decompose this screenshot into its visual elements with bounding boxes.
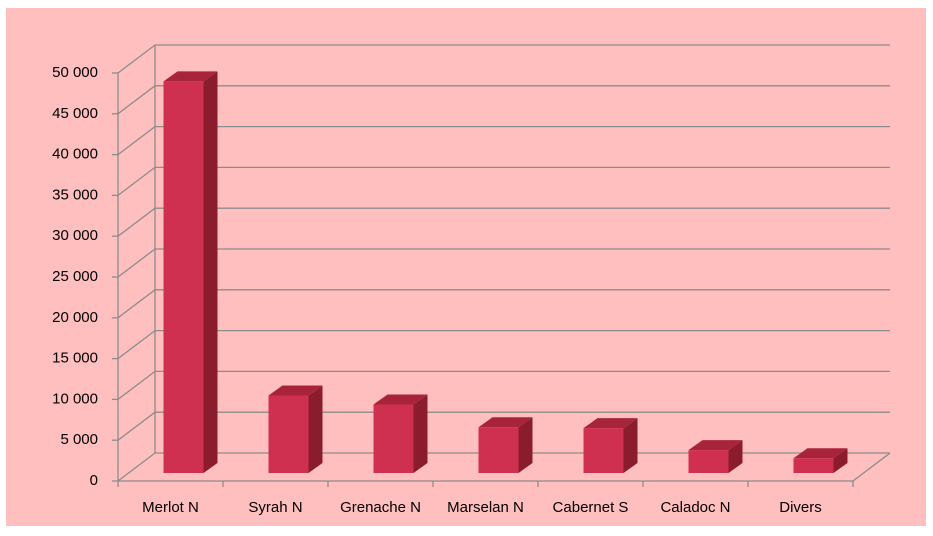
chart-background: [6, 8, 926, 526]
y-tick-label: 10 000: [52, 390, 98, 407]
grid-line-side: [117, 411, 156, 441]
bar-top: [373, 394, 428, 405]
bar-top: [163, 71, 218, 82]
x-tick-label: Syrah N: [248, 499, 302, 516]
grid-line-side: [117, 85, 156, 115]
bar-top: [793, 448, 848, 459]
bar-top: [268, 385, 323, 396]
bar-side: [518, 417, 533, 473]
x-tick-label: Cabernet S: [553, 499, 629, 516]
bar: [163, 71, 218, 473]
y-tick-label: 50 000: [52, 64, 98, 81]
y-tick-label: 5 000: [60, 431, 98, 448]
y-tick-label: 15 000: [52, 350, 98, 367]
bar: [268, 385, 323, 473]
bar-front: [268, 395, 309, 473]
y-tick-label: 0: [90, 472, 98, 489]
grid-line-side: [117, 44, 156, 74]
bar-side: [413, 394, 428, 473]
bar: [583, 418, 638, 473]
bar: [793, 448, 848, 473]
grid-line-side: [117, 452, 156, 482]
bar: [688, 440, 743, 473]
bar-side: [308, 385, 323, 473]
x-tick-label: Merlot N: [142, 499, 199, 516]
bar: [373, 394, 428, 473]
bar-front: [163, 81, 204, 473]
x-tick-label: Caladoc N: [660, 499, 730, 516]
bar-front: [793, 458, 834, 473]
x-tick-label: Divers: [779, 499, 822, 516]
y-tick-label: 40 000: [52, 146, 98, 163]
floor-right: [852, 452, 891, 482]
grid-line-side: [117, 166, 156, 196]
y-tick-label: 35 000: [52, 186, 98, 203]
bar-side: [833, 448, 848, 473]
bar-front: [478, 427, 519, 473]
bar-front: [688, 450, 729, 473]
bar-front: [373, 404, 414, 473]
grid-line-side: [117, 330, 156, 360]
grid-line-side: [117, 248, 156, 278]
bar-top: [478, 417, 533, 428]
y-tick-label: 45 000: [52, 105, 98, 122]
y-tick-label: 30 000: [52, 227, 98, 244]
bar-top: [688, 440, 743, 451]
grid-line-side: [117, 370, 156, 400]
bar-side: [728, 440, 743, 473]
x-tick-label: Marselan N: [447, 499, 524, 516]
y-tick-label: 25 000: [52, 268, 98, 285]
bar-side: [623, 418, 638, 473]
bar-top: [583, 418, 638, 429]
grid-line-side: [117, 207, 156, 237]
bar-front: [583, 428, 624, 473]
y-tick-label: 20 000: [52, 309, 98, 326]
bar-side: [203, 71, 218, 473]
grid-line-side: [117, 126, 156, 156]
x-tick-label: Grenache N: [340, 499, 421, 516]
grid-line-side: [117, 289, 156, 319]
bar: [478, 417, 533, 473]
